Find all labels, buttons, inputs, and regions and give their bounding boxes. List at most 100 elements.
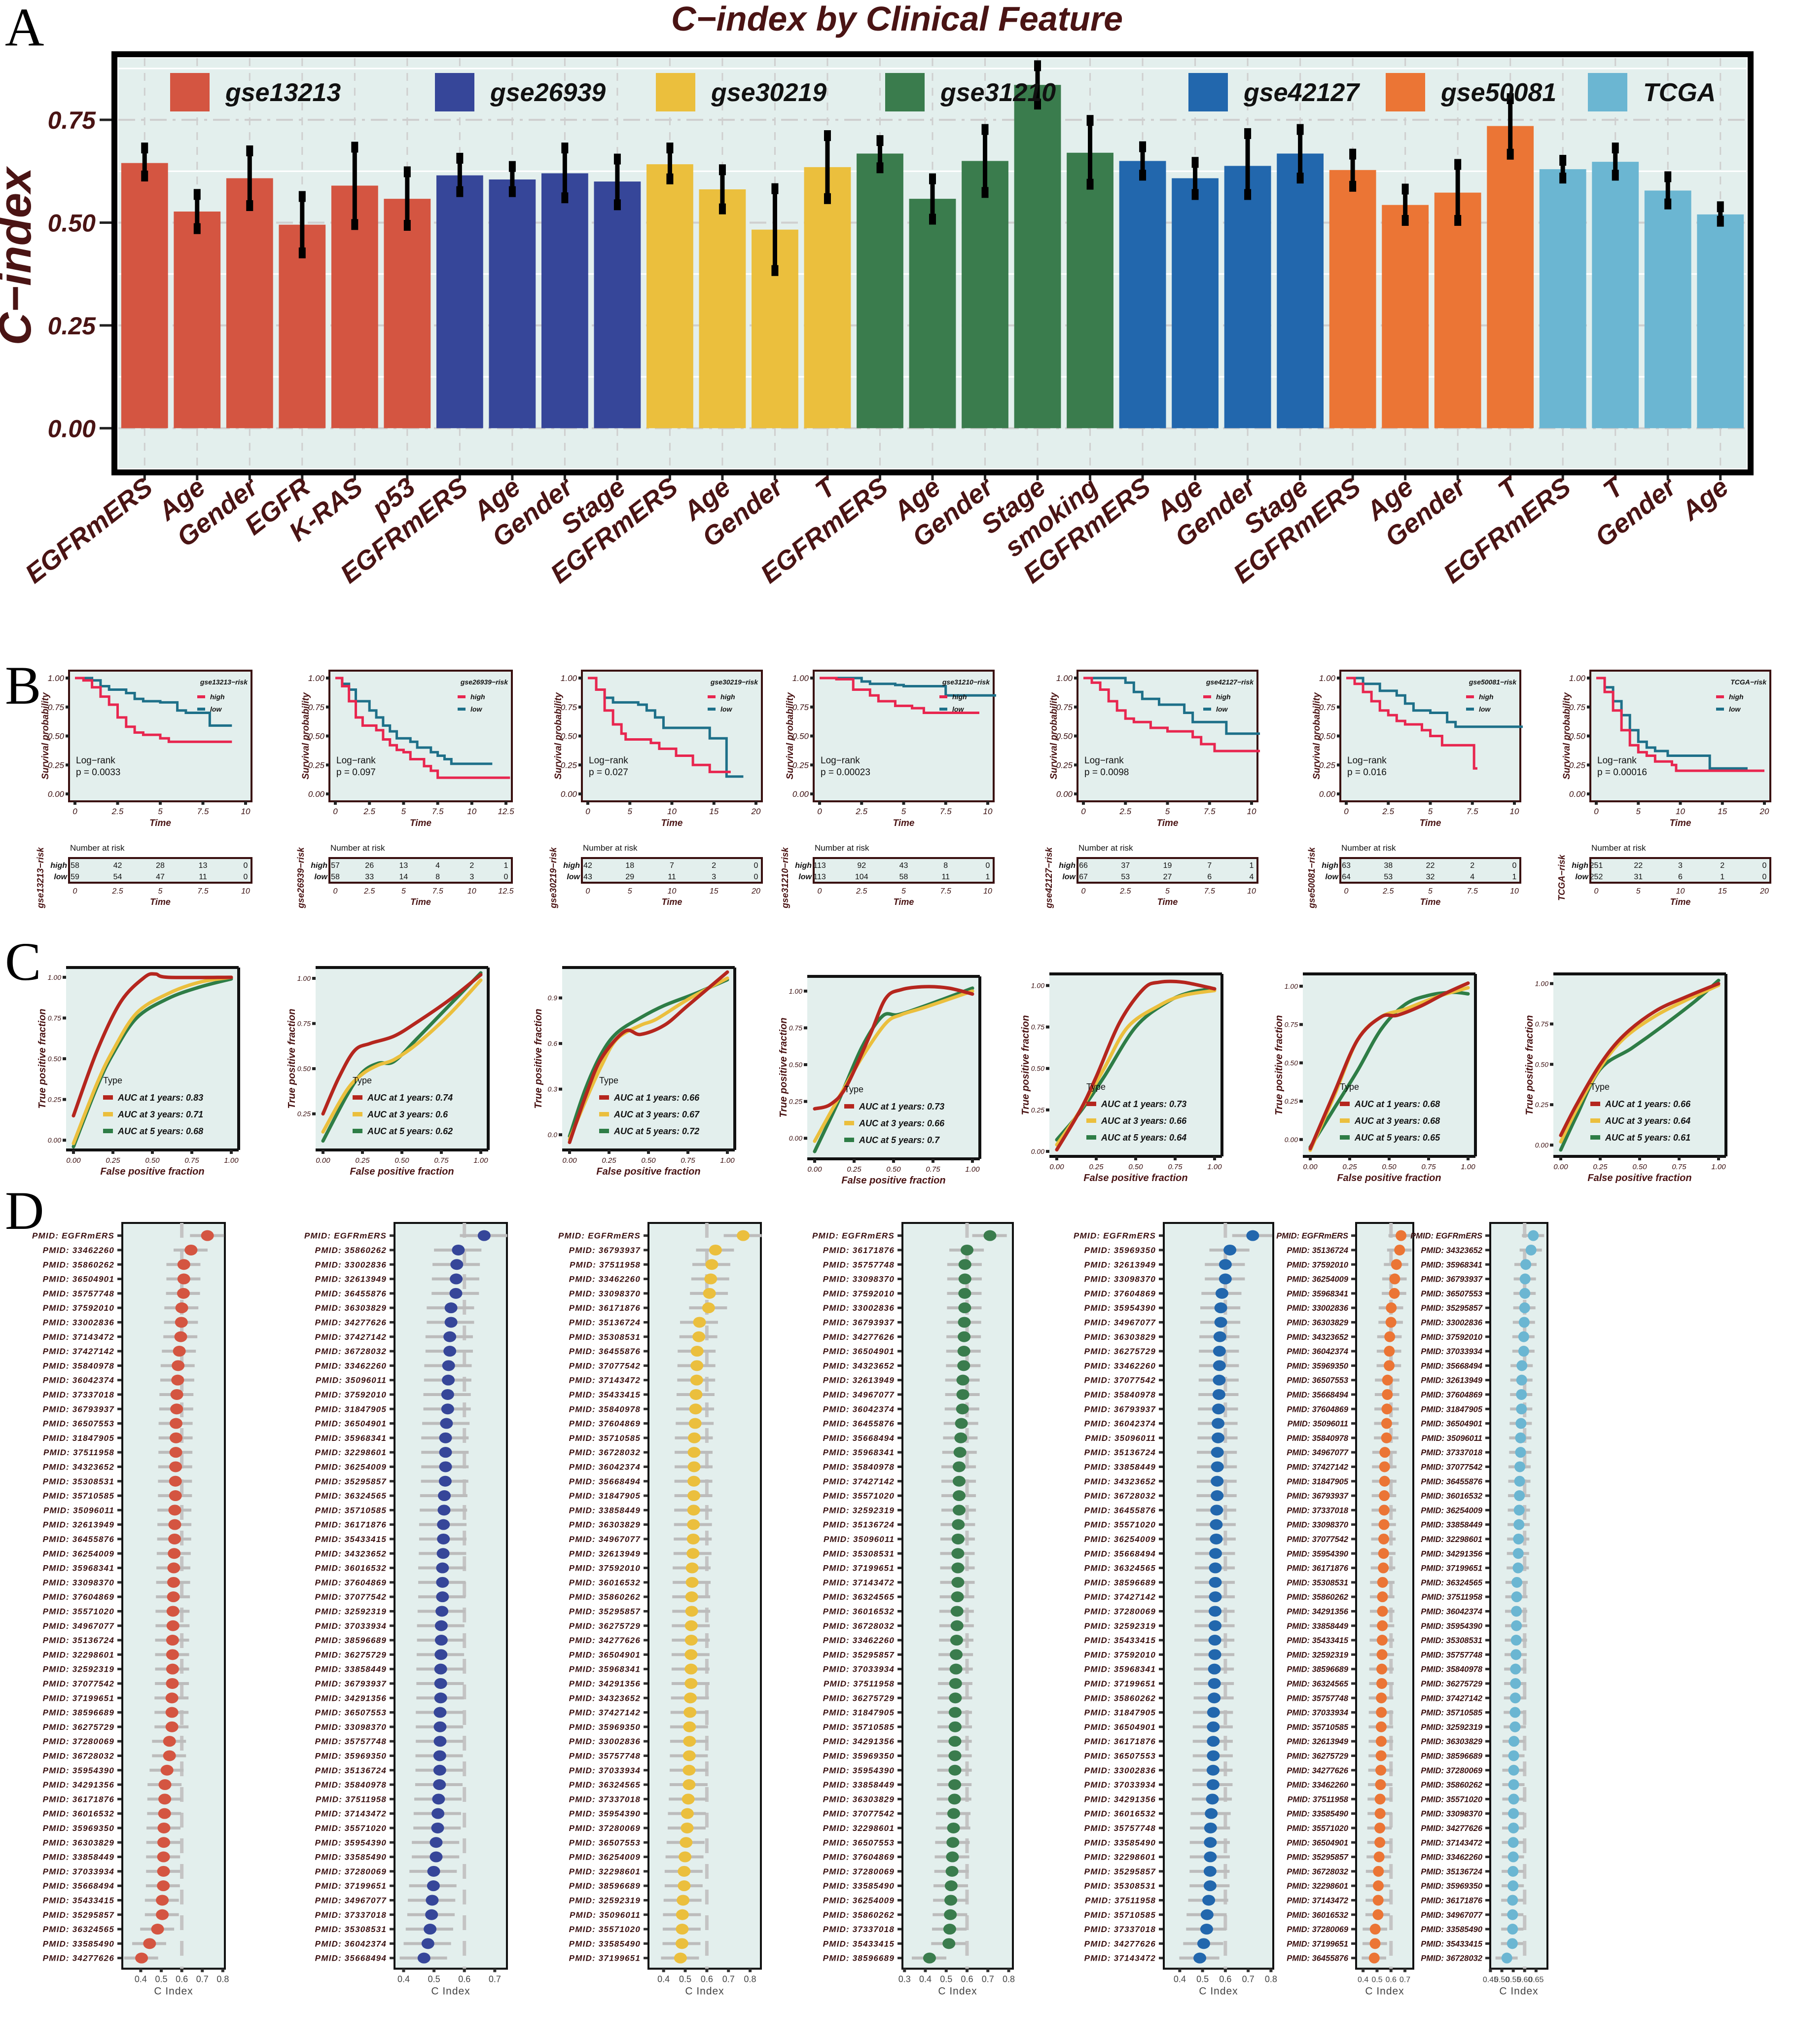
y-tick: [897, 1639, 901, 1642]
y-tick: [390, 1350, 394, 1353]
x-axis-label: Time: [893, 818, 914, 828]
y-tick: [897, 1364, 901, 1367]
study-label: PMID: 33462260: [1287, 1781, 1349, 1790]
error-cap-lower: [1296, 173, 1304, 184]
y-tick-label: 0.25: [561, 760, 577, 770]
y-tick-label: 0.3: [548, 1085, 558, 1093]
bar-TCGA-age: [1697, 214, 1744, 429]
point-estimate: [1375, 1779, 1386, 1791]
y-tick-label: 0.00: [48, 415, 96, 442]
study-label: PMID: 37511958: [1287, 1795, 1348, 1804]
y-tick: [117, 1278, 121, 1281]
x-tick: [1637, 801, 1640, 805]
study-label: PMID: 36793937: [1084, 1404, 1156, 1414]
bar-gse26939-egfrmers: [436, 175, 483, 429]
risk-x-tick-label: 10: [241, 887, 250, 896]
study-label: PMID: 35860262: [315, 1246, 387, 1255]
x-tick-label: 0: [1081, 807, 1086, 816]
point-estimate: [1516, 1389, 1527, 1400]
study-label: PMID: 36324565: [1287, 1680, 1349, 1688]
y-tick-label: 0.00: [48, 789, 65, 799]
error-cap-upper: [1401, 183, 1409, 195]
y-tick: [1351, 1639, 1355, 1642]
study-label: PMID: 36507553: [569, 1838, 641, 1847]
x-tick-label: 0.00: [562, 1156, 577, 1165]
study-label: PMID: 34291356: [43, 1780, 114, 1790]
y-tick: [1351, 1827, 1355, 1829]
y-tick: [1351, 1306, 1355, 1309]
y-tick: [897, 1624, 901, 1627]
y-tick: [897, 1523, 901, 1526]
y-tick: [1485, 1812, 1489, 1815]
km-curve-low: [1596, 677, 1748, 770]
study-label: PMID: 37033934: [569, 1766, 641, 1775]
point-estimate: [166, 1635, 179, 1646]
y-tick-label: 0.50: [48, 1055, 61, 1063]
x-tick-label: 7.5: [940, 807, 952, 816]
y-tick-label: 0.25: [297, 1110, 311, 1118]
point-estimate: [684, 1635, 698, 1646]
x-tick-label: 0.6: [1386, 1975, 1397, 1984]
y-tick: [897, 1769, 901, 1772]
error-cap-lower: [403, 219, 411, 231]
y-tick: [897, 1263, 901, 1266]
study-label: PMID: 36275729: [43, 1722, 114, 1732]
y-tick: [804, 1026, 807, 1030]
y-tick: [1046, 1149, 1049, 1153]
y-tick: [117, 1480, 121, 1483]
x-tick: [470, 801, 473, 805]
study-label: PMID: 36171876: [1287, 1564, 1349, 1573]
point-estimate: [171, 1374, 184, 1386]
x-tick: [400, 1150, 403, 1154]
study-label: PMID: 33002836: [43, 1318, 114, 1327]
y-tick: [1485, 1306, 1489, 1309]
study-label: PMID: EGFRmERS: [1410, 1232, 1482, 1241]
x-tick-label: 1.00: [1711, 1163, 1726, 1171]
y-tick: [1351, 1711, 1355, 1714]
y-tick: [1351, 1278, 1355, 1281]
legend-swatch-high: [458, 695, 466, 698]
risk-x-tick-label: 2.5: [363, 887, 375, 896]
point-estimate: [950, 1606, 964, 1617]
error-cap-upper: [1717, 201, 1724, 213]
point-estimate: [682, 1764, 696, 1776]
y-tick: [644, 1465, 647, 1468]
study-label: PMID: 35096011: [1287, 1420, 1348, 1429]
point-estimate: [431, 1822, 444, 1833]
p-value: p = 0.0098: [1084, 767, 1129, 778]
study-label: PMID: 37077542: [569, 1361, 641, 1370]
y-tick: [644, 1379, 647, 1382]
study-label: PMID: 35668494: [1287, 1391, 1348, 1399]
x-tick: [1511, 1969, 1515, 1972]
y-tick-label: 0.00: [1319, 789, 1336, 799]
x-tick-label: 0.00: [1049, 1163, 1064, 1171]
legend-title: Type: [599, 1076, 618, 1085]
km-panel-gse26939: 0.000.250.500.751.000 2.5 5 7.5 10 12.5TimeSu…: [296, 670, 514, 909]
point-estimate: [1510, 1678, 1521, 1689]
study-label: PMID: 35954390: [569, 1809, 641, 1819]
y-tick: [644, 1942, 647, 1945]
legend-swatch-high: [1716, 695, 1724, 698]
risk-count-high: 2: [1720, 861, 1724, 870]
point-estimate: [944, 1895, 958, 1906]
study-label: PMID: 34291356: [569, 1679, 641, 1688]
study-label: PMID: 35968341: [569, 1665, 641, 1674]
study-label: PMID: EGFRmERS: [304, 1231, 387, 1241]
point-estimate: [1204, 1851, 1217, 1863]
point-estimate: [690, 1374, 703, 1386]
study-label: PMID: 35969350: [823, 1751, 895, 1760]
km-curve-high: [1083, 677, 1260, 753]
km-legend-title: gse50081−risk: [1469, 678, 1517, 686]
y-tick-label: 0.75: [48, 703, 65, 712]
study-label: PMID: 34967077: [43, 1621, 115, 1631]
p-value: p = 0.00016: [1597, 767, 1647, 778]
y-tick: [897, 1653, 901, 1656]
point-estimate: [167, 1577, 180, 1588]
point-estimate: [1246, 1230, 1259, 1241]
y-tick: [1485, 1436, 1489, 1439]
y-tick: [644, 1249, 647, 1252]
study-label: PMID: 35954390: [315, 1838, 387, 1847]
y-tick: [117, 1422, 121, 1425]
x-tick-label: 0.7: [982, 1974, 994, 1984]
y-tick-label: 0.75: [1285, 1021, 1298, 1029]
